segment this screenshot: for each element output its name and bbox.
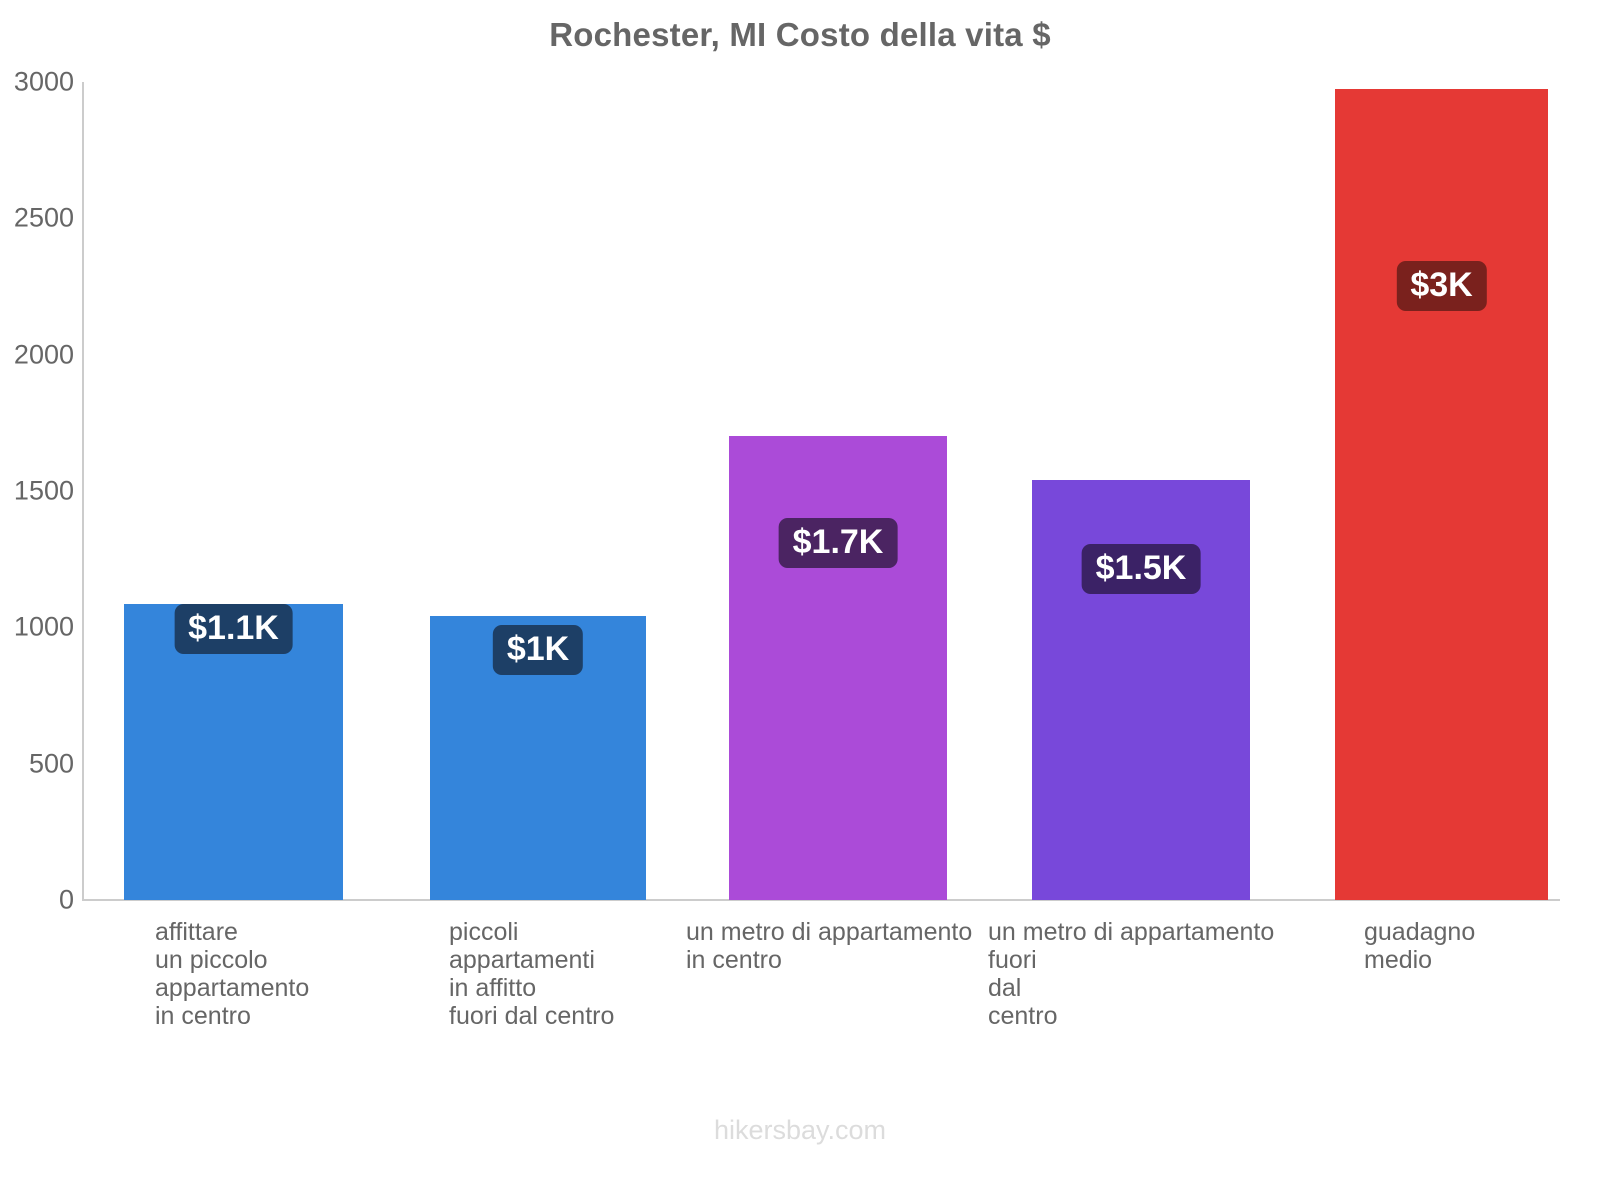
plot-area: $1.1K $1K $1.7K $1.5K $3K <box>82 82 1560 900</box>
category-label: affittare un piccolo appartamento in cen… <box>155 918 310 1030</box>
bar[interactable]: $1K <box>430 616 646 900</box>
bar[interactable]: $1.1K <box>124 604 343 900</box>
bar-value-label: $1.5K <box>1081 544 1201 594</box>
chart-title: Rochester, MI Costo della vita $ <box>549 16 1051 53</box>
y-tick-label: 500 <box>28 748 74 779</box>
category-label: un metro di appartamento in centro <box>686 918 973 974</box>
bar[interactable]: $1.5K <box>1032 480 1250 900</box>
y-tick-label: 1500 <box>13 475 74 506</box>
bar[interactable]: $1.7K <box>729 436 947 900</box>
x-axis-line <box>82 899 1560 901</box>
y-tick-label: 2000 <box>13 339 74 370</box>
footer-brand: hikersbay.com <box>713 1115 887 1145</box>
category-label: un metro di appartamento fuori dal centr… <box>988 918 1275 1030</box>
bar-value-label: $1.7K <box>778 518 898 568</box>
y-tick-label: 2500 <box>13 202 74 233</box>
bar[interactable]: $3K <box>1335 88 1548 900</box>
category-label: piccoli appartamenti in affitto fuori da… <box>449 918 615 1030</box>
bar-value-label: $3K <box>1396 261 1487 311</box>
y-tick-label: 0 <box>58 884 74 915</box>
bar-value-label: $1K <box>492 625 584 675</box>
y-tick-label: 1000 <box>13 611 74 642</box>
y-tick-label: 3000 <box>13 66 74 97</box>
y-axis-line <box>82 82 84 900</box>
bar-value-label: $1.1K <box>174 604 293 654</box>
category-label: guadagno medio <box>1364 918 1476 974</box>
